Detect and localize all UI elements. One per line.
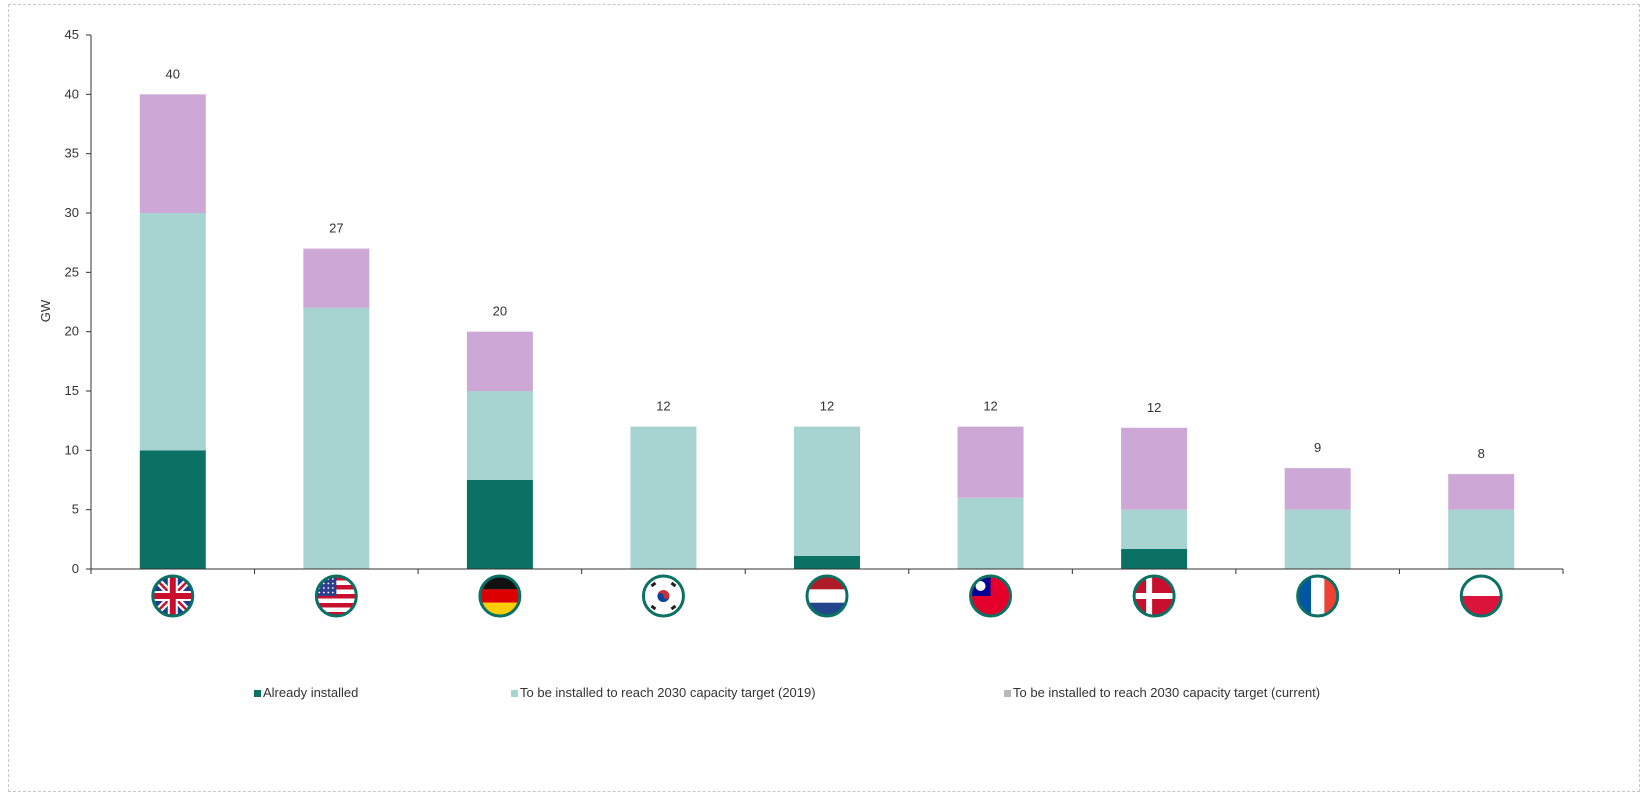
bar-segment-1 [794, 555, 860, 569]
y-tick-label: 0 [72, 561, 79, 576]
data-label: 20 [493, 304, 507, 319]
data-label: 40 [166, 66, 180, 81]
y-tick-label: 20 [65, 324, 79, 339]
data-label: 27 [329, 221, 343, 236]
taiwan-flag-icon [969, 574, 1013, 618]
france-flag-icon [1296, 574, 1340, 618]
germany-flag-icon [478, 574, 522, 618]
data-label: 8 [1478, 446, 1485, 461]
bar-segment-3 [139, 94, 206, 213]
flags [151, 574, 1503, 618]
legend-swatch [254, 690, 261, 697]
denmark-flag-icon [1132, 574, 1176, 618]
uk-flag-icon [151, 574, 195, 618]
bars: 40 27 20 12 12 12 12 9 8 [139, 66, 1515, 569]
y-tick-label: 40 [65, 86, 79, 101]
bar-segment-2 [466, 391, 533, 480]
y-tick-label: 30 [65, 205, 79, 220]
legend-label: To be installed to reach 2030 capacity t… [1013, 685, 1320, 700]
legend-label: To be installed to reach 2030 capacity t… [520, 685, 816, 700]
y-tick-label: 10 [65, 442, 79, 457]
bar-segment-1 [139, 450, 206, 569]
y-tick-label: 15 [65, 383, 79, 398]
bar-segment-1 [466, 480, 533, 569]
south-korea-flag-icon [641, 574, 685, 618]
chart-frame [8, 4, 1640, 792]
bar-segment-2 [957, 497, 1024, 569]
y-tick-label: 45 [65, 27, 79, 42]
bar-segment-3 [303, 248, 370, 308]
bar-segment-2 [1121, 509, 1188, 549]
y-axis: 0 5 10 15 20 25 30 35 40 45 [65, 27, 92, 576]
data-label: 12 [983, 399, 997, 414]
data-label: 12 [1147, 400, 1161, 415]
us-flag-icon [314, 574, 358, 618]
data-label: 12 [820, 399, 834, 414]
bar-segment-2 [630, 426, 697, 569]
bar-segment-3 [1284, 468, 1351, 510]
bar-segment-3 [1121, 427, 1188, 510]
bar-segment-1 [1121, 548, 1188, 569]
y-tick-label: 5 [72, 502, 79, 517]
data-label: 9 [1314, 440, 1321, 455]
bar-segment-2 [139, 213, 206, 451]
legend-swatch [511, 690, 518, 697]
data-label: 12 [656, 399, 670, 414]
netherlands-flag-icon [805, 574, 849, 618]
legend-swatch [1004, 690, 1011, 697]
bar-segment-3 [1448, 474, 1515, 510]
poland-flag-icon [1459, 574, 1503, 618]
bar-segment-2 [794, 426, 860, 556]
legend-label: Already installed [263, 685, 358, 700]
y-axis-label: GW [38, 299, 53, 322]
bar-segment-2 [1284, 509, 1351, 569]
legend: Already installed To be installed to reac… [254, 685, 1320, 700]
bar-segment-3 [957, 426, 1024, 498]
y-tick-label: 35 [65, 146, 79, 161]
bar-segment-2 [1448, 509, 1515, 569]
y-tick-label: 25 [65, 264, 79, 279]
bar-segment-2 [303, 307, 370, 569]
bar-segment-3 [466, 331, 533, 391]
x-axis [90, 568, 1564, 574]
